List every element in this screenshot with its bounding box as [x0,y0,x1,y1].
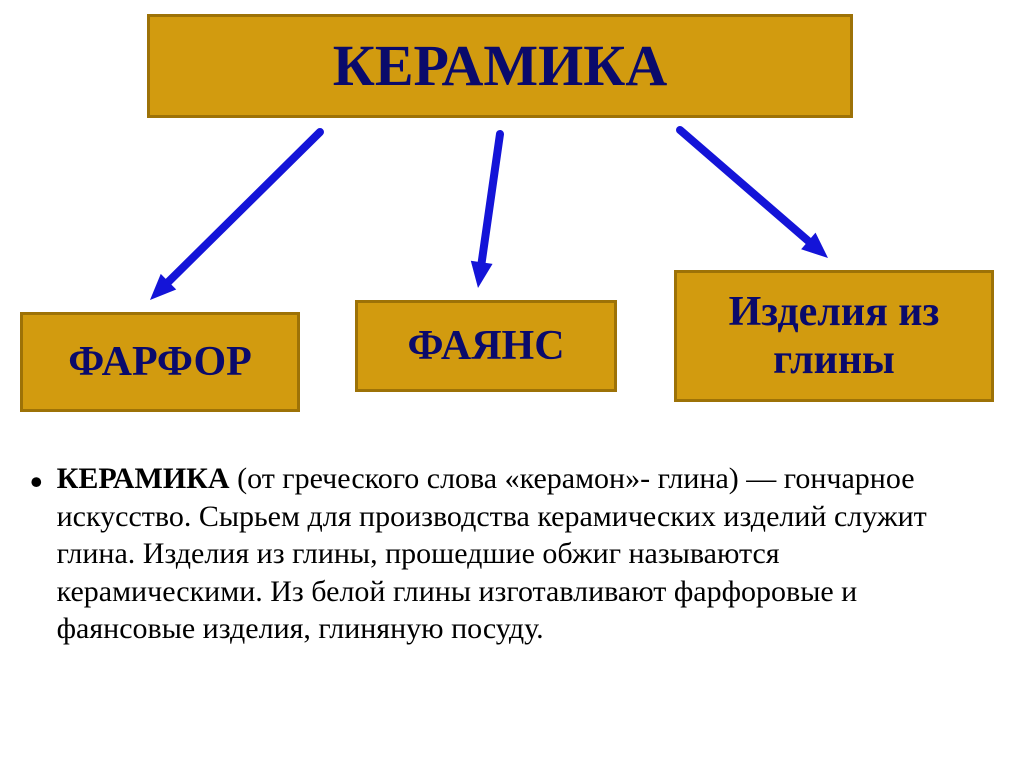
bullet-icon: • [30,460,43,505]
child-node-label: ФАРФОР [68,338,252,386]
arrow-to-porcelain [120,102,350,330]
definition-term: КЕРАМИКА [57,462,230,495]
definition-block: • КЕРАМИКА (от греческого слова «керамон… [30,460,990,648]
arrow-to-faience [448,104,530,318]
definition-text: КЕРАМИКА (от греческого слова «керамон»-… [57,460,990,648]
child-node-porcelain: ФАРФОР [20,312,300,412]
arrow-to-clay-products [650,100,858,288]
root-node-label: КЕРАМИКА [333,33,667,100]
root-node: КЕРАМИКА [147,14,853,118]
child-node-clay-products: Изделия из глины [674,270,994,402]
child-node-faience: ФАЯНС [355,300,617,392]
child-node-label: Изделия из глины [677,288,991,385]
child-node-label: ФАЯНС [407,322,564,370]
